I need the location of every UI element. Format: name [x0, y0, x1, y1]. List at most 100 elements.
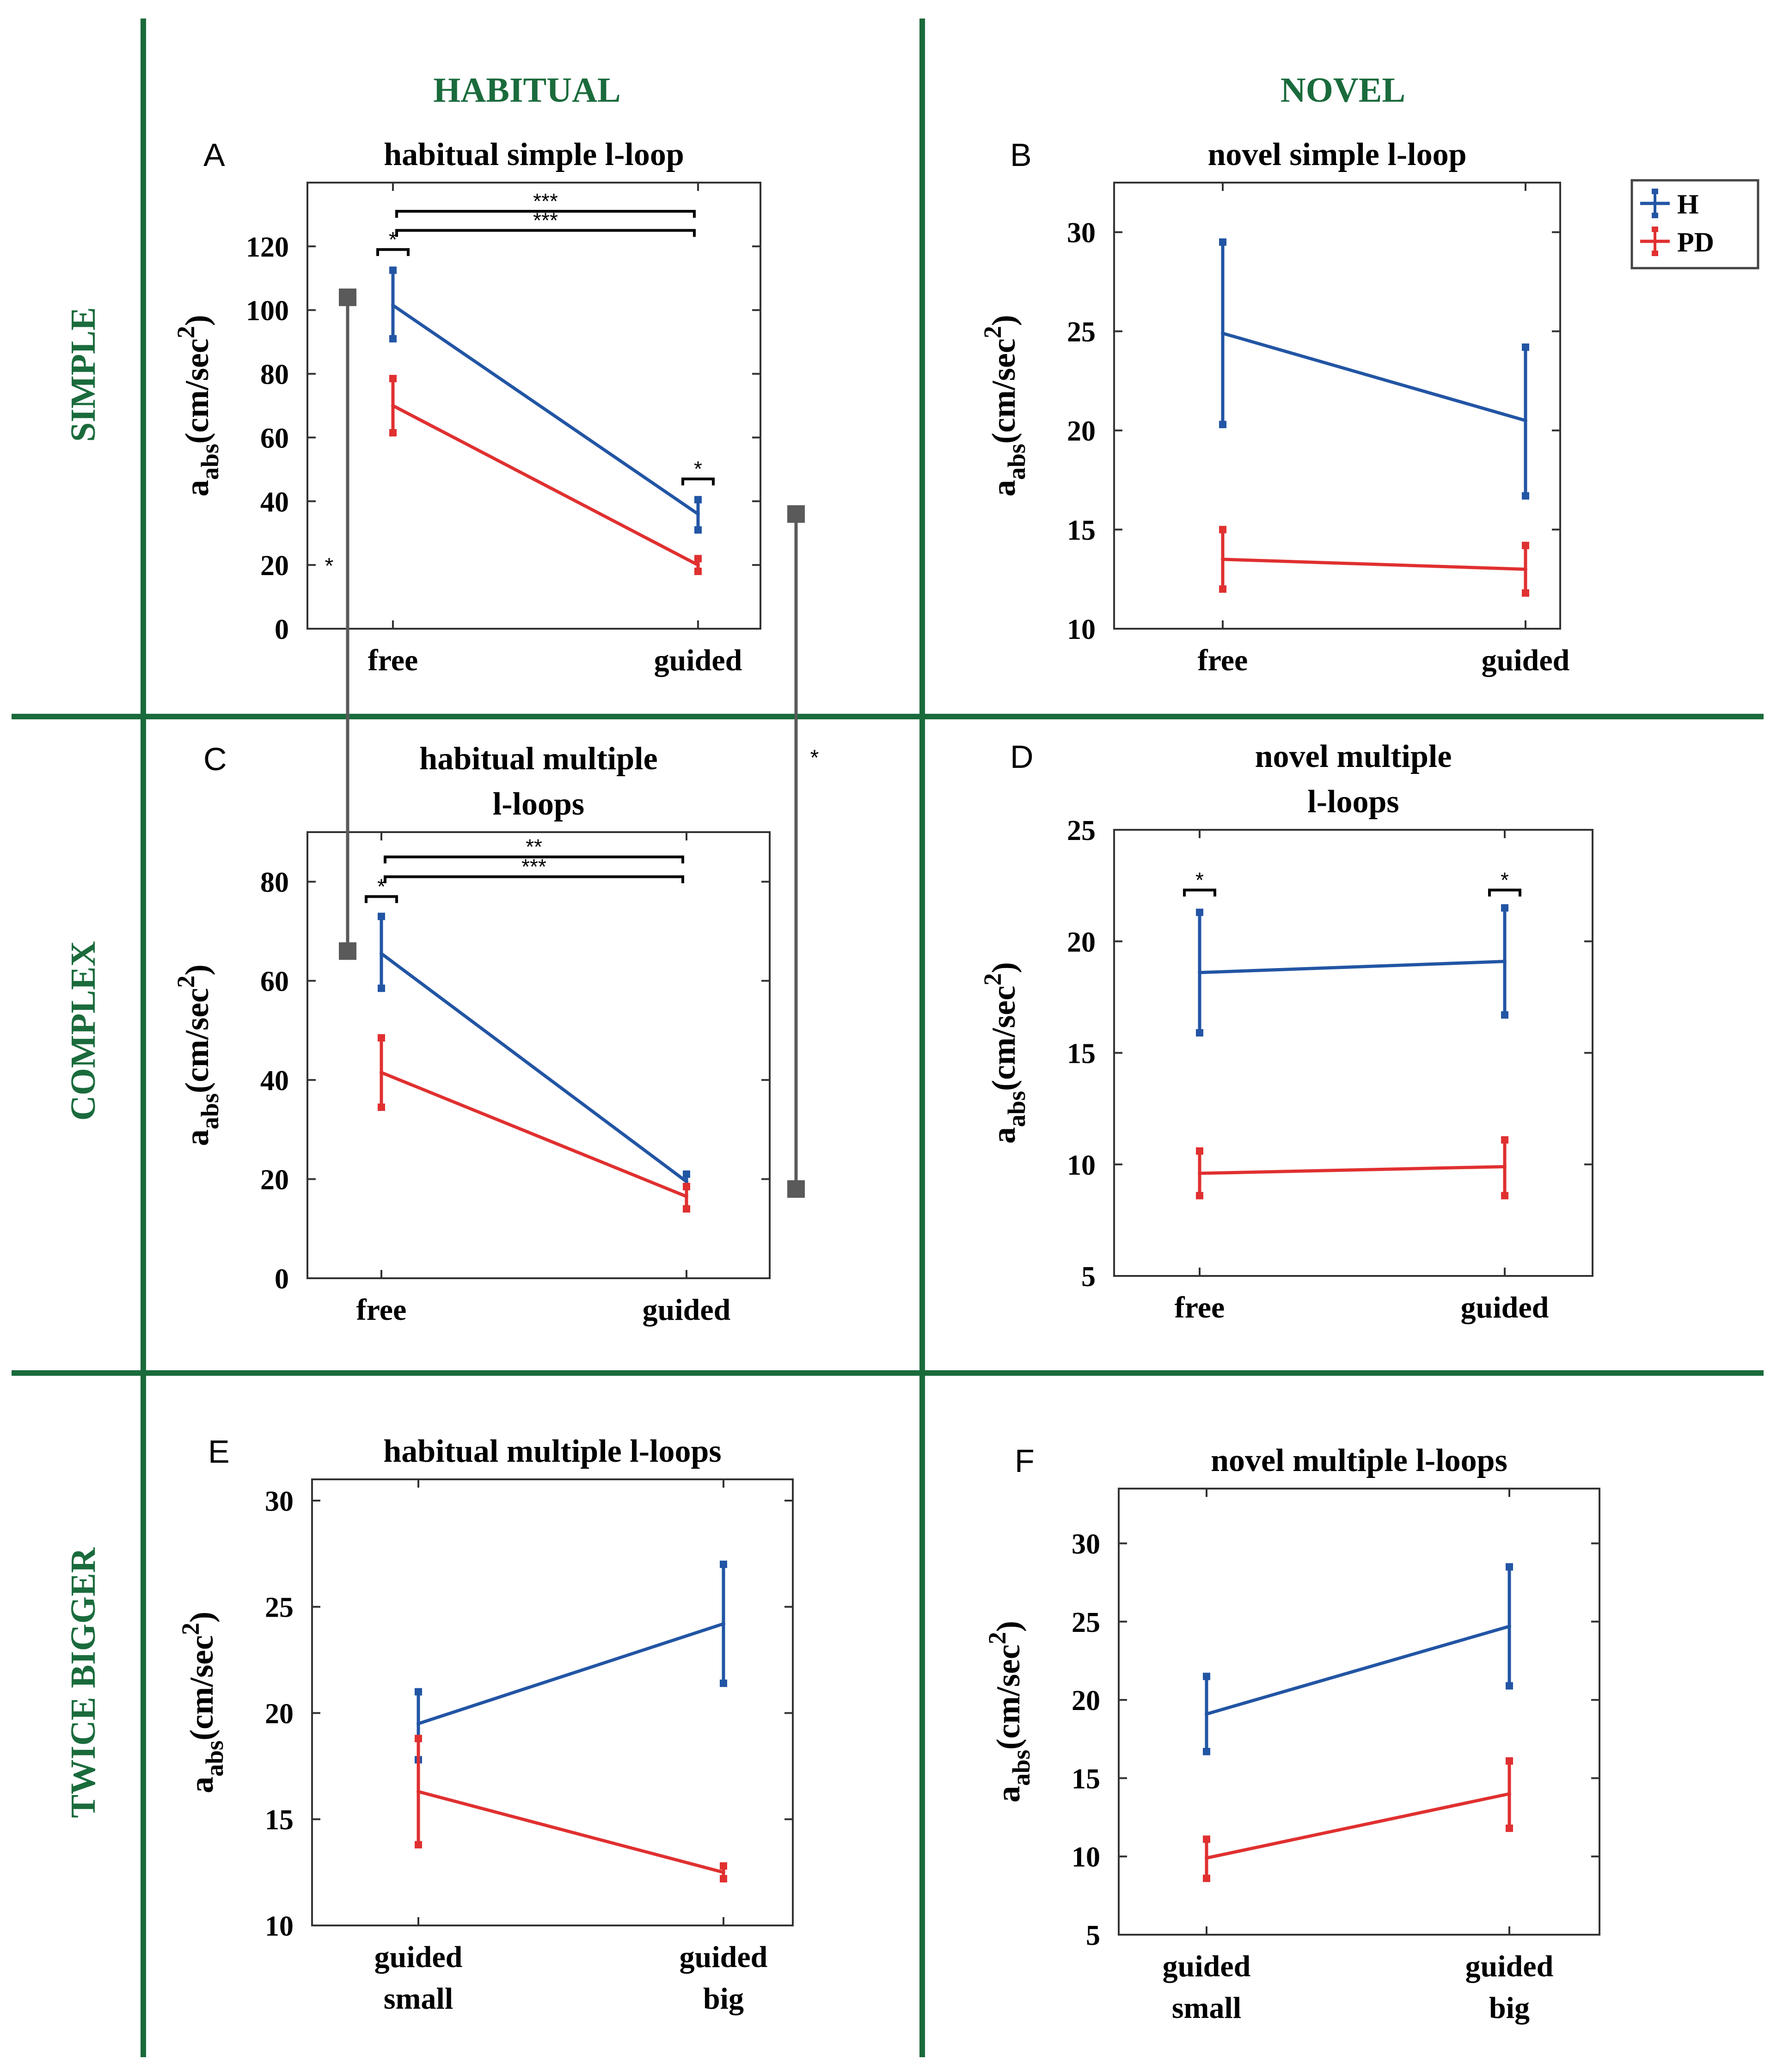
chart-title-b: novel simple l-loop	[1207, 137, 1466, 172]
ylabel-part-ylabel_unit: (cm/sec	[985, 338, 1022, 444]
xtick-label-b: guided	[1482, 644, 1570, 677]
series-pd-d	[1196, 1136, 1508, 1200]
ylabel-part-ylabel_sub: abs	[201, 1741, 228, 1777]
legend-label: H	[1677, 189, 1699, 220]
significance-bracket-c: *	[365, 874, 398, 903]
column-header-novel: NOVEL	[1281, 71, 1405, 110]
ylabel-part-ylabel_main: a	[178, 480, 215, 497]
connector-marker-top	[339, 288, 356, 307]
series-h-e	[415, 1560, 727, 1764]
data-point	[1198, 970, 1201, 975]
error-cap-high	[1506, 1563, 1513, 1571]
series-h-b	[1219, 238, 1529, 500]
error-cap-low	[1196, 1029, 1203, 1037]
data-point	[1205, 1856, 1208, 1860]
row-header-simple: SIMPLE	[64, 307, 103, 441]
chart-title-d: novel multiple	[1255, 739, 1452, 774]
ytick-label-d: 10	[1067, 1150, 1096, 1181]
data-point	[417, 1790, 420, 1794]
error-cap-low	[683, 1205, 690, 1213]
ylabel-part-ylabel_unit: (cm/sec	[178, 988, 215, 1093]
chart-title-d: l-loops	[1307, 784, 1399, 820]
plot-area-f	[1118, 1488, 1600, 1936]
ylabel-part-ylabel_sup: 2	[177, 1623, 204, 1635]
column-header-habitual: HABITUAL	[433, 71, 620, 110]
error-cap-low	[1501, 1011, 1508, 1019]
ytick-label-b: 30	[1067, 217, 1096, 249]
ylabel-part-ylabel_sup: 2	[172, 975, 200, 988]
data-point	[1507, 1792, 1511, 1796]
error-cap-high	[389, 374, 397, 382]
ytick-label-d: 20	[1067, 926, 1096, 958]
series-line-pd	[418, 1790, 724, 1874]
error-cap-high	[694, 555, 702, 563]
ylabel-part-ylabel_sub: abs	[196, 1093, 224, 1129]
error-cap-low	[1501, 1192, 1508, 1200]
significance-bracket-c: **	[384, 835, 684, 864]
bracket-line	[365, 895, 398, 903]
row-header-twice-bigger: TWICE BIGGER	[64, 1547, 103, 1818]
error-cap-high	[1501, 904, 1508, 912]
error-cap-low	[1506, 1824, 1513, 1832]
series-h-c	[378, 913, 690, 1190]
connector-marker-bottom	[339, 942, 356, 960]
error-cap-high	[1506, 1757, 1513, 1765]
ylabel-part-ylabel_close: )	[183, 1612, 220, 1623]
error-cap-high	[720, 1862, 727, 1870]
series-pd-c	[378, 1034, 690, 1213]
error-cap-high	[694, 496, 702, 503]
data-point	[696, 512, 700, 516]
ytick-label-e: 10	[265, 1911, 294, 1942]
connector-a-c-guided: *	[787, 505, 819, 1198]
significance-bracket-a: ***	[395, 208, 696, 237]
bracket-label: ***	[521, 855, 546, 879]
panel-d: 5 10 15 20 25 free guided novel multiple l-loops…	[979, 739, 1593, 1324]
error-cap-low	[1506, 1682, 1513, 1690]
legend-cap	[1652, 227, 1658, 232]
panel-c: 0 20 40 60 80 free guided habitual multiple l-lo…	[172, 741, 771, 1327]
panel-letter-e: E	[208, 1434, 230, 1470]
bracket-line	[384, 875, 684, 883]
error-cap-high	[415, 1735, 422, 1742]
error-cap-high	[378, 913, 385, 920]
error-cap-high	[378, 1034, 385, 1042]
ytick-label-a: 20	[260, 550, 289, 582]
xtick-label-e: small	[384, 1982, 453, 2016]
ylabel-part-ylabel_main: a	[990, 1786, 1027, 1802]
data-point	[696, 563, 700, 567]
ytick-label-f: 25	[1072, 1607, 1100, 1638]
bracket-label: *	[1195, 868, 1204, 892]
error-cap-high	[683, 1183, 690, 1190]
ytick-label-f: 10	[1072, 1842, 1100, 1873]
plot-area-a	[306, 182, 761, 630]
panel-letter-a: A	[203, 137, 225, 173]
error-cap-high	[1196, 1147, 1203, 1155]
connector-significance-label: *	[325, 554, 334, 578]
ytick-label-f: 30	[1072, 1529, 1100, 1560]
series-line-h	[392, 304, 699, 515]
ytick-label-c: 60	[260, 966, 289, 998]
data-point	[1221, 557, 1225, 561]
row-header-complex: COMPLEX	[64, 941, 103, 1121]
error-cap-high	[1522, 541, 1529, 549]
significance-bracket-c: ***	[384, 855, 684, 883]
significance-bracket-a: ***	[395, 189, 696, 218]
ylabel-c: aabs(cm/sec2)	[172, 964, 224, 1146]
xtick-label-e: guided	[374, 1940, 463, 1974]
data-point	[1524, 418, 1527, 423]
ytick-label-f: 5	[1086, 1920, 1100, 1951]
ytick-label-e: 25	[265, 1592, 294, 1624]
ytick-label-c: 40	[260, 1065, 289, 1097]
xtick-label-f: big	[1489, 1991, 1530, 2025]
error-cap-high	[1203, 1835, 1210, 1843]
error-cap-low	[1522, 492, 1529, 500]
panel-letter-c: C	[203, 741, 227, 777]
connector-a-c: *	[325, 288, 356, 960]
bracket-line	[395, 229, 696, 237]
error-cap-low	[415, 1841, 422, 1849]
ytick-label-a: 100	[246, 295, 289, 327]
error-cap-low	[1219, 585, 1226, 593]
data-point	[380, 951, 383, 956]
